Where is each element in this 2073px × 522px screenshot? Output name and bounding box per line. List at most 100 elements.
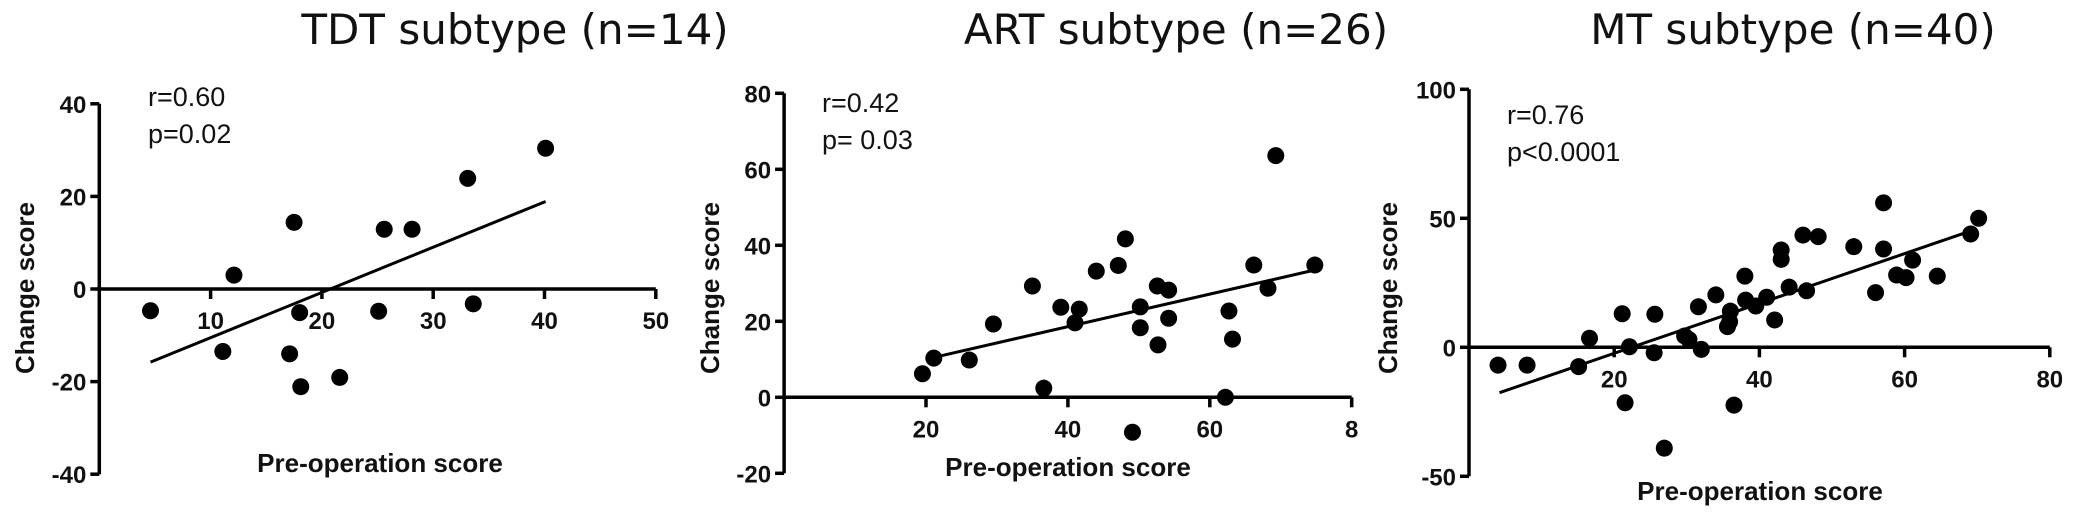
data-point	[1131, 319, 1149, 337]
data-point	[1306, 256, 1324, 274]
data-point	[1809, 228, 1827, 246]
data-point	[1794, 226, 1812, 244]
data-point	[1928, 267, 1946, 285]
y-tick-label: -50	[1421, 464, 1456, 491]
y-tick-label: 40	[60, 92, 87, 119]
data-point	[459, 169, 477, 187]
panel-mt-subtype: MT subtype (n=40) r=0.76 p<0.0001 Pre-op…	[1373, 5, 2063, 506]
data-point	[913, 365, 931, 383]
x-tick-label: 60	[1196, 416, 1223, 443]
axes	[1460, 87, 2052, 479]
y-tick-label: 100	[1416, 77, 1456, 104]
data-point	[464, 295, 482, 313]
fit-line	[933, 268, 1316, 359]
x-tick-label: 20	[309, 308, 336, 335]
fit-line	[1499, 229, 1972, 395]
y-axis-label: Change score	[695, 202, 725, 374]
data-point	[1613, 305, 1631, 323]
data-point	[1160, 281, 1178, 299]
scatter-points	[141, 139, 555, 396]
data-point	[285, 213, 303, 231]
correlation-r-label: r=0.76	[1507, 100, 1584, 130]
scatter-points	[913, 147, 1324, 441]
data-point	[1052, 298, 1070, 316]
data-point	[403, 220, 421, 238]
y-tick-label: -20	[736, 461, 771, 488]
panel-title: ART subtype (n=26)	[964, 5, 1388, 54]
y-tick-label: 0	[1443, 335, 1456, 362]
data-point	[1655, 439, 1673, 457]
data-point	[1216, 388, 1234, 406]
data-point	[1707, 286, 1725, 304]
y-axis-label: Change score	[10, 202, 40, 374]
data-point	[1616, 394, 1634, 412]
x-tick-label: 20	[913, 416, 940, 443]
y-tick-label: 0	[73, 277, 86, 304]
regression-line	[933, 268, 1316, 359]
data-point	[1581, 329, 1599, 347]
axes	[775, 91, 1354, 476]
regression-line	[1499, 229, 1972, 395]
correlation-r-label: r=0.60	[148, 82, 225, 112]
x-tick-label: 20	[1601, 366, 1628, 393]
data-point	[1070, 300, 1088, 318]
axes	[90, 102, 658, 476]
tick-labels: -50 0 50 100 20 40 60 80	[1416, 77, 2063, 491]
y-tick-label: 0	[758, 385, 771, 412]
data-point	[1897, 269, 1915, 287]
data-point	[1962, 225, 1980, 243]
y-tick-label: -20	[52, 370, 87, 397]
data-point	[925, 349, 943, 367]
x-axis-label: Pre-operation score	[945, 452, 1191, 482]
y-tick-label: 60	[744, 157, 771, 184]
correlation-r-label: r=0.42	[822, 88, 899, 118]
data-point	[1736, 267, 1754, 285]
data-point	[1160, 309, 1178, 327]
p-value-label: p= 0.03	[822, 125, 913, 155]
data-point	[1489, 356, 1507, 374]
data-point	[291, 304, 309, 322]
panel-tdt-subtype: TDT subtype (n=14) r=0.60 p=0.02 Pre-ope…	[10, 5, 729, 489]
x-tick-label: 60	[1891, 366, 1918, 393]
x-tick-label: 40	[1746, 366, 1773, 393]
data-point	[1645, 344, 1663, 362]
data-point	[1149, 336, 1167, 354]
x-tick-label: 8	[1345, 416, 1358, 443]
x-tick-label: 10	[197, 308, 224, 335]
data-point	[214, 343, 232, 361]
data-point	[1970, 209, 1988, 227]
data-point	[1220, 302, 1238, 320]
data-point	[1518, 356, 1536, 374]
fit-line	[149, 200, 547, 364]
regression-line	[149, 200, 547, 364]
data-point	[141, 302, 159, 320]
data-point	[1224, 330, 1242, 348]
y-tick-label: 20	[60, 184, 87, 211]
y-tick-label: -40	[52, 462, 87, 489]
data-point	[1646, 305, 1664, 323]
x-axis-label: Pre-operation score	[257, 448, 503, 478]
data-point	[281, 345, 299, 363]
data-point	[1766, 311, 1784, 329]
data-point	[292, 378, 310, 396]
panel-title: MT subtype (n=40)	[1590, 5, 1996, 54]
data-point	[1087, 262, 1105, 280]
data-point	[1680, 331, 1698, 349]
scatter-points	[1489, 194, 1988, 457]
x-tick-label: 40	[531, 308, 558, 335]
data-point	[1875, 194, 1893, 212]
y-axis-label: Change score	[1373, 202, 1403, 374]
data-point	[1904, 251, 1922, 269]
x-tick-label: 40	[1055, 416, 1082, 443]
data-point	[1035, 379, 1053, 397]
tick-labels: -20 0 20 40 60 80 20 40 60 8	[736, 81, 1358, 488]
data-point	[1689, 298, 1707, 316]
data-point	[1259, 279, 1277, 297]
data-point	[375, 220, 393, 238]
p-value-label: p<0.0001	[1507, 137, 1620, 167]
x-axis-label: Pre-operation score	[1637, 476, 1883, 506]
y-tick-label: 20	[744, 309, 771, 336]
data-point	[1267, 147, 1285, 165]
data-point	[1109, 256, 1127, 274]
